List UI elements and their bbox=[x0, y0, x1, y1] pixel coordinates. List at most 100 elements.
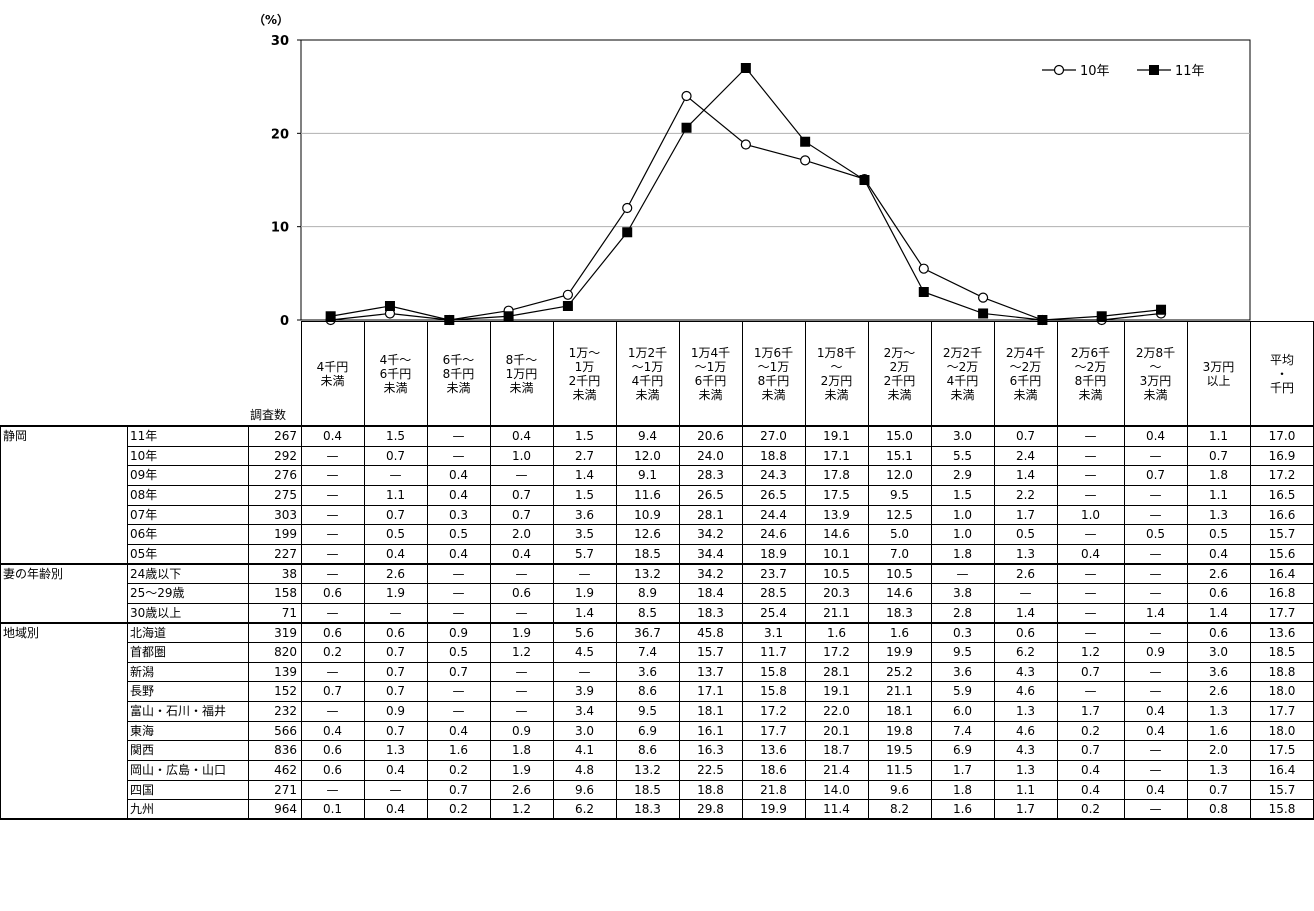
value-cell: 0.4 bbox=[1080, 546, 1101, 561]
value-cell: 18.8 bbox=[697, 782, 724, 797]
value-cell: 7.4 bbox=[637, 645, 658, 660]
value-cell: 18.4 bbox=[697, 586, 724, 601]
value-cell: 6.9 bbox=[637, 723, 658, 738]
column-header: 1万～ 1万 2千円 未満 bbox=[568, 345, 601, 402]
value-cell: 1.0 bbox=[952, 527, 973, 542]
value-cell: 0.5 bbox=[448, 527, 469, 542]
value-cell: 9.5 bbox=[889, 487, 910, 502]
value-cell: — bbox=[1084, 566, 1097, 581]
y-tick-label: 0 bbox=[280, 314, 289, 329]
value-cell: — bbox=[1084, 625, 1097, 640]
value-cell: 3.4 bbox=[574, 704, 595, 719]
legend-label: 11年 bbox=[1175, 64, 1205, 79]
value-cell: — bbox=[389, 605, 402, 620]
value-cell: 1.4 bbox=[574, 468, 595, 483]
value-cell: 1.6 bbox=[1208, 723, 1229, 738]
value-cell: 0.6 bbox=[1208, 586, 1229, 601]
value-cell: 6.9 bbox=[952, 743, 973, 758]
value-cell: 0.3 bbox=[952, 625, 973, 640]
value-cell: 1.2 bbox=[1080, 645, 1101, 660]
value-cell: 1.2 bbox=[511, 645, 532, 660]
value-cell: 18.3 bbox=[886, 605, 913, 620]
value-cell: 11.6 bbox=[634, 487, 661, 502]
value-cell: 2.6 bbox=[1208, 566, 1229, 581]
value-cell: 19.8 bbox=[886, 723, 913, 738]
rule bbox=[427, 321, 428, 819]
value-cell: 13.7 bbox=[697, 664, 724, 679]
value-cell: 9.1 bbox=[637, 468, 658, 483]
value-cell: 0.3 bbox=[448, 507, 469, 522]
value-cell: — bbox=[1084, 586, 1097, 601]
value-cell: 4.6 bbox=[1015, 723, 1036, 738]
value-cell: 8.6 bbox=[637, 684, 658, 699]
value-cell: 15.8 bbox=[1268, 802, 1296, 817]
value-cell: 1.3 bbox=[1208, 507, 1229, 522]
value-cell: — bbox=[1149, 546, 1162, 561]
value-cell: 8.6 bbox=[637, 743, 658, 758]
rule bbox=[1057, 321, 1058, 819]
data-point bbox=[918, 287, 929, 297]
value-cell: 0.7 bbox=[385, 664, 406, 679]
value-cell: 1.5 bbox=[574, 487, 595, 502]
value-cell: 0.6 bbox=[385, 625, 406, 640]
value-cell: 21.1 bbox=[823, 605, 850, 620]
data-point bbox=[918, 263, 929, 274]
value-cell: 0.4 bbox=[1145, 704, 1166, 719]
value-cell: 22.0 bbox=[823, 704, 850, 719]
count-cell: 964 bbox=[274, 802, 297, 817]
column-header: 2万8千～ 3万円 未満 bbox=[1135, 345, 1176, 402]
value-cell: — bbox=[1149, 743, 1162, 758]
column-header: 2万6千 ～2万 8千円 未満 bbox=[1070, 345, 1111, 402]
value-cell: 2.4 bbox=[1015, 448, 1036, 463]
data-point bbox=[740, 63, 751, 73]
value-cell: 19.5 bbox=[886, 743, 913, 758]
value-cell: 9.5 bbox=[952, 645, 973, 660]
plot-frame bbox=[300, 39, 1251, 321]
value-cell: — bbox=[1149, 684, 1162, 699]
value-cell: 15.7 bbox=[1268, 782, 1296, 797]
count-cell: 271 bbox=[274, 782, 297, 797]
value-cell: 0.9 bbox=[448, 625, 469, 640]
rule bbox=[127, 661, 1314, 663]
data-point bbox=[562, 289, 574, 300]
value-cell: — bbox=[1149, 487, 1162, 502]
value-cell: 18.3 bbox=[634, 802, 661, 817]
value-cell: 0.4 bbox=[1145, 723, 1166, 738]
value-cell: 17.2 bbox=[760, 704, 787, 719]
data-point bbox=[384, 301, 395, 311]
rule bbox=[0, 562, 1314, 565]
value-cell: 6.2 bbox=[1015, 645, 1036, 660]
value-cell: 0.7 bbox=[448, 664, 469, 679]
value-cell: — bbox=[1149, 507, 1162, 522]
rule bbox=[127, 543, 1314, 545]
row-label: 長野 bbox=[130, 684, 155, 699]
count-cell: 566 bbox=[274, 723, 297, 738]
value-cell: 15.8 bbox=[760, 664, 787, 679]
rule bbox=[301, 321, 1314, 322]
data-point bbox=[1156, 304, 1167, 315]
value-cell: 0.7 bbox=[448, 782, 469, 797]
value-cell: 1.2 bbox=[511, 802, 532, 817]
value-cell: 9.6 bbox=[889, 782, 910, 797]
value-cell: 3.6 bbox=[637, 664, 658, 679]
rule bbox=[127, 740, 1314, 742]
value-cell: — bbox=[515, 605, 528, 620]
value-cell: 2.6 bbox=[1208, 684, 1229, 699]
value-cell: 2.2 bbox=[1015, 487, 1036, 502]
value-cell: 0.6 bbox=[511, 586, 532, 601]
value-cell: 15.7 bbox=[697, 645, 724, 660]
value-cell: 0.7 bbox=[1145, 468, 1166, 483]
row-label: 東海 bbox=[130, 723, 155, 738]
value-cell: 13.2 bbox=[634, 763, 661, 778]
value-cell: — bbox=[1149, 664, 1162, 679]
value-cell: — bbox=[326, 546, 339, 561]
value-cell: 1.5 bbox=[952, 487, 973, 502]
count-cell: 158 bbox=[274, 586, 297, 601]
value-cell: 1.4 bbox=[1015, 468, 1036, 483]
y-tick-label: 30 bbox=[271, 34, 289, 49]
row-label: 北海道 bbox=[130, 625, 167, 640]
rule bbox=[0, 818, 1314, 820]
value-cell: 18.6 bbox=[760, 763, 787, 778]
column-header: 2万4千 ～2万 6千円 未満 bbox=[1005, 345, 1046, 402]
value-cell: 21.4 bbox=[823, 763, 850, 778]
